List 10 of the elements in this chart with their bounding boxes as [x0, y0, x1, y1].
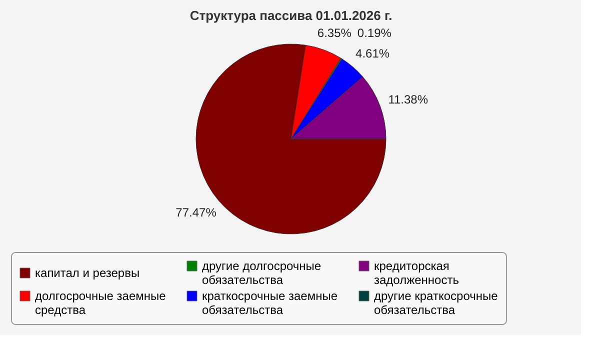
- legend-label: капитал и резервы: [35, 266, 140, 280]
- data-label: 77.47%: [176, 205, 217, 220]
- data-label: 6.35%: [317, 26, 352, 40]
- legend-label: долгосрочные заемные средства: [35, 289, 166, 317]
- data-label: 0.19%: [357, 26, 392, 40]
- legend-label: краткосрочные заемные обязательства: [202, 289, 338, 317]
- data-label: 4.61%: [356, 46, 390, 60]
- data-label: 11.38%: [388, 92, 428, 106]
- chart-title: Структура пассива 01.01.2026 г.: [190, 8, 392, 24]
- legend-label: другие краткосрочные обязательства: [374, 289, 498, 317]
